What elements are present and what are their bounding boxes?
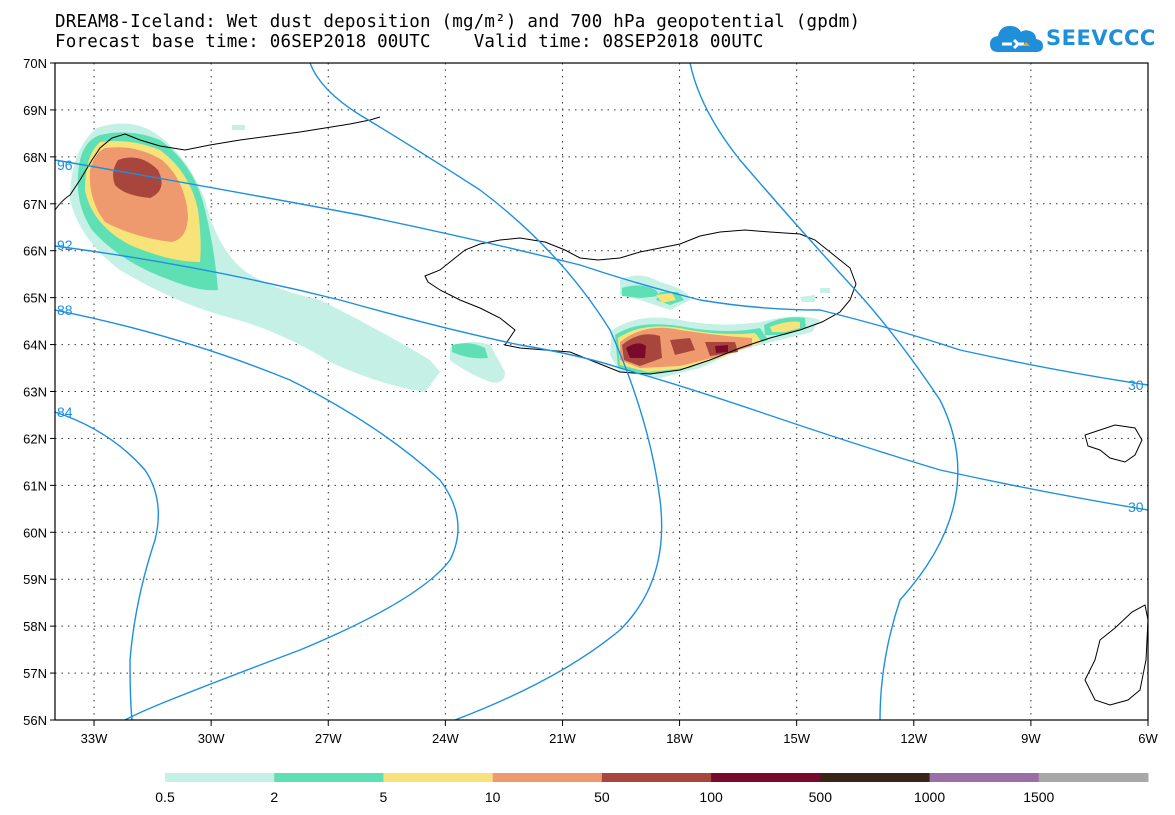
- lat-tick-label: 60N: [23, 525, 47, 540]
- lon-tick-label: 18W: [666, 731, 693, 746]
- contour-line-92: [55, 245, 1148, 511]
- colorbar-bin: [929, 773, 1040, 782]
- lat-tick-label: 65N: [23, 291, 47, 306]
- contour-label: 88: [57, 302, 73, 318]
- colorbar-bin: [711, 773, 821, 782]
- lat-tick-label: 67N: [23, 197, 47, 212]
- lat-tick-label: 59N: [23, 572, 47, 587]
- colorbar-bin: [492, 773, 603, 782]
- contour-line-east: [689, 63, 959, 720]
- contour-label: 92: [57, 237, 73, 253]
- contour-labels: 96 92 88 84 30 30: [57, 157, 1144, 515]
- dust-plume-iceland: [610, 275, 830, 378]
- colorbar-label: 2: [270, 789, 278, 805]
- coastlines: [55, 116, 1148, 706]
- lon-tick-label: 9W: [1021, 731, 1041, 746]
- dust-deposition-field: [70, 123, 830, 393]
- map-gridlines: [55, 63, 1148, 720]
- lon-tick-label: 33W: [81, 731, 108, 746]
- iceland-coast: [424, 229, 857, 375]
- colorbar-label: 1500: [1023, 789, 1054, 805]
- lat-tick-label: 58N: [23, 619, 47, 634]
- greenland-coast: [55, 116, 381, 211]
- lat-tick-label: 62N: [23, 431, 47, 446]
- map-axes: 33W 30W 27W 24W 21W 18W 15W 12W 9W 6W 70N 69N 68N 67N…: [23, 56, 1158, 746]
- colorbar-bin: [274, 773, 384, 782]
- lat-tick-label: 63N: [23, 385, 47, 400]
- lon-tick-label: 24W: [432, 731, 459, 746]
- lon-tick-label: 30W: [198, 731, 225, 746]
- contour-label: 30: [1128, 377, 1144, 393]
- lat-tick-label: 66N: [23, 244, 47, 259]
- cloud-icon: [990, 26, 1043, 52]
- contour-line-outer: [309, 63, 663, 720]
- colorbar-label: 50: [594, 789, 610, 805]
- seevccc-logo: SEEVCCC: [988, 18, 1155, 60]
- faroe-coast: [1084, 424, 1143, 463]
- lat-tick-label: 68N: [23, 150, 47, 165]
- colorbar-label: 500: [809, 789, 833, 805]
- colorbar-label: 5: [380, 789, 388, 805]
- lat-tick-label: 56N: [23, 713, 47, 728]
- map-title: DREAM8-Iceland: Wet dust deposition (mg/…: [55, 12, 861, 32]
- lat-tick-label: 61N: [23, 478, 47, 493]
- lon-tick-label: 27W: [315, 731, 342, 746]
- contour-label: 30: [1128, 499, 1144, 515]
- geopotential-contours: [55, 63, 1148, 720]
- contour-label: 96: [57, 157, 73, 173]
- colorbar: 0.5 2 5 10 50 100 500 1000 1500: [155, 773, 1149, 805]
- colorbar-bin: [1038, 773, 1149, 782]
- contour-line-88: [55, 309, 459, 720]
- lon-tick-label: 12W: [900, 731, 927, 746]
- lat-tick-label: 64N: [23, 338, 47, 353]
- colorbar-bin: [165, 773, 275, 782]
- dust-plume-west: [70, 123, 505, 393]
- colorbar-bin: [820, 773, 931, 782]
- contour-label: 84: [57, 404, 73, 420]
- colorbar-label: 10: [485, 789, 501, 805]
- colorbar-bin: [383, 773, 494, 782]
- lon-tick-label: 15W: [783, 731, 810, 746]
- map-subtitle: Forecast base time: 06SEP2018 00UTC Vali…: [55, 32, 764, 52]
- lat-tick-label: 57N: [23, 666, 47, 681]
- lon-tick-label: 21W: [549, 731, 576, 746]
- lat-tick-label: 69N: [23, 103, 47, 118]
- contour-line-84: [55, 411, 160, 720]
- lon-tick-label: 6W: [1138, 731, 1158, 746]
- colorbar-label: 0.5: [155, 789, 175, 805]
- colorbar-bin: [601, 773, 712, 782]
- scotland-coast: [1084, 604, 1148, 706]
- colorbar-label: 100: [699, 789, 723, 805]
- lat-tick-label: 70N: [23, 56, 47, 71]
- logo-text: SEEVCCC: [1046, 26, 1156, 50]
- contour-line-96: [55, 159, 1148, 386]
- colorbar-label: 1000: [914, 789, 945, 805]
